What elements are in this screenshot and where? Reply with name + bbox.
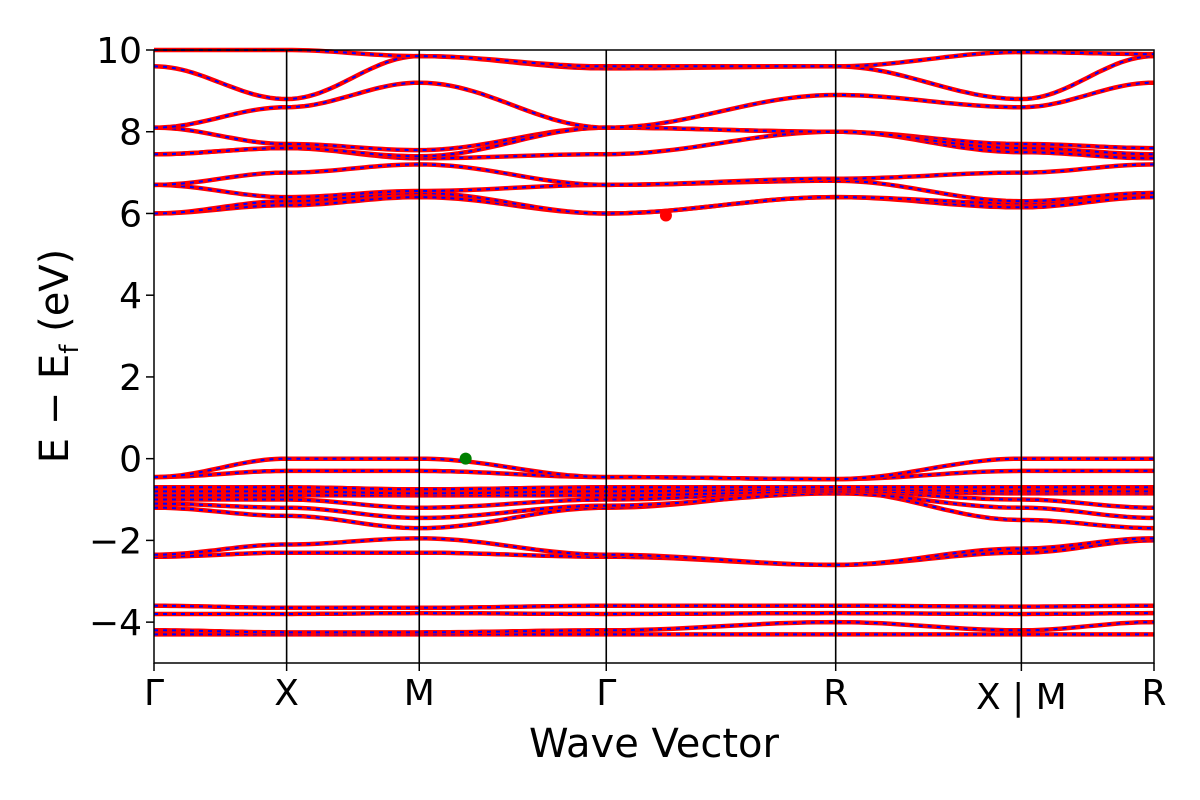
- vbm-marker: [459, 452, 472, 465]
- y-tick-label-1: 8: [119, 113, 142, 154]
- x-tick-label-5: X | M: [976, 677, 1067, 718]
- x-tick-label-1: X: [274, 673, 299, 714]
- y-axis-label-unit: (eV): [32, 249, 78, 345]
- extrema-markers: [459, 209, 672, 465]
- x-tick-label-3: Γ: [596, 673, 616, 714]
- y-tick-label-3: 4: [119, 276, 142, 317]
- y-tick-label-0: 10: [96, 31, 142, 72]
- y-axis-label: E − Ef (eV): [32, 249, 85, 464]
- y-tick-label-5: 0: [119, 440, 142, 481]
- y-axis-label-main: E − E: [32, 354, 78, 464]
- x-axis-label: Wave Vector: [529, 721, 780, 767]
- y-axis-ticks: 10 8 6 4 2 0 −2 −4: [89, 31, 154, 644]
- x-tick-label-2: M: [404, 673, 435, 714]
- band-2-spin-up: [154, 610, 1154, 617]
- x-tick-label-0: Γ: [144, 673, 164, 714]
- x-axis-ticks: Γ X M Γ R X | M R: [144, 663, 1167, 718]
- y-axis-label-subscript: f: [55, 344, 85, 354]
- y-tick-label-2: 6: [119, 194, 142, 235]
- plot-frame: [153, 49, 1155, 664]
- band-11-spin-up: [154, 485, 1154, 492]
- band-10-spin-up: [154, 487, 1154, 496]
- y-tick-label-7: −4: [89, 603, 142, 644]
- band-3-spin-up: [154, 603, 1154, 611]
- high-symmetry-lines: [285, 50, 1023, 663]
- y-tick-label-6: −2: [89, 521, 142, 562]
- x-tick-label-6: R: [1141, 673, 1166, 714]
- x-tick-label-4: R: [823, 673, 848, 714]
- y-tick-label-4: 2: [119, 358, 142, 399]
- cbm-marker: [659, 209, 672, 222]
